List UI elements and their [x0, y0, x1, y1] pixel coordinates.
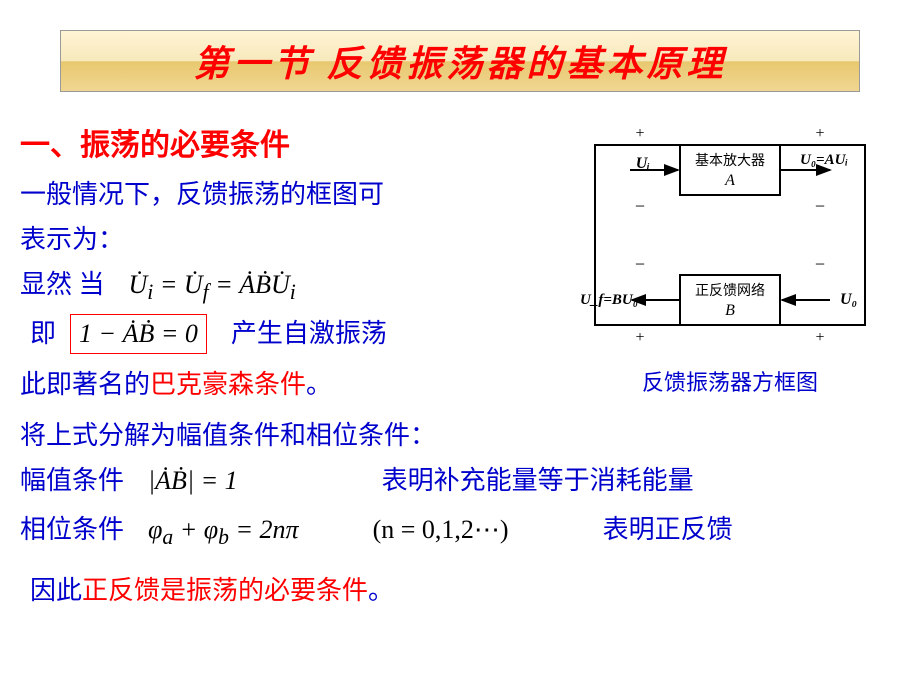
minus-br: −	[815, 254, 825, 274]
conclusion-suffix: 。	[368, 576, 394, 605]
equation-3: |ȦḂ| = 1	[148, 466, 238, 495]
slide-title: 第一节 反馈振荡器的基本原理	[193, 35, 726, 87]
eq-line-2: 即 1 − ȦḂ = 0 产生自激振荡	[20, 313, 540, 354]
phase-explain: 表明正反馈	[603, 515, 733, 544]
eq-line-1: 显然 当 U̇i = U̇f = ȦḂU̇i	[20, 264, 540, 305]
fb-label2: B	[725, 302, 735, 319]
para4-suffix: 。	[306, 370, 332, 399]
diagram-caption: 反馈振荡器方框图	[570, 365, 890, 397]
para1-line1: 一般情况下，反馈振荡的框图可	[20, 174, 540, 211]
heading: 一、振荡的必要条件	[20, 120, 540, 164]
minus-l: −	[635, 196, 645, 216]
plus-br: +	[815, 329, 824, 346]
para4-highlight: 巴克豪森条件	[150, 370, 306, 399]
plus-tl: +	[635, 125, 644, 142]
para4: 此即著名的巴克豪森条件。	[20, 364, 540, 401]
fb-label1: 正反馈网络	[695, 283, 765, 299]
para2-prefix: 显然 当	[20, 270, 105, 299]
para3-prefix: 即	[30, 319, 56, 348]
slide: 第一节 反馈振荡器的基本原理 一、振荡的必要条件 一般情况下，反馈振荡的框图可 …	[0, 0, 920, 690]
eq1-uf: U̇f	[184, 270, 209, 299]
amp-label1: 基本放大器	[695, 152, 765, 169]
plus-bl: +	[635, 329, 644, 346]
conclusion-prefix: 因此	[30, 576, 82, 605]
block-diagram: 基本放大器 A 正反馈网络 B + − + −	[570, 120, 890, 397]
amp-condition-line: 幅值条件 |ȦḂ| = 1 表明补充能量等于消耗能量	[20, 460, 900, 497]
minus-bl: −	[635, 254, 645, 274]
amp-label: 幅值条件	[20, 466, 124, 495]
ui-label: Uᵢ	[636, 155, 651, 172]
title-bar: 第一节 反馈振荡器的基本原理	[60, 30, 860, 92]
para3-suffix: 产生自激振荡	[231, 319, 387, 348]
para4-prefix: 此即著名的	[20, 370, 150, 399]
phase-condition-line: 相位条件 φa + φb = 2nπ (n = 0,1,2⋯) 表明正反馈	[20, 509, 900, 550]
eq1-ui: U̇i	[129, 270, 154, 299]
phase-label: 相位条件	[20, 515, 124, 544]
eq1-ab: ȦḂU̇i	[239, 270, 296, 299]
eq2-text: 1 − ȦḂ = 0	[79, 319, 198, 348]
equation-4-range: (n = 0,1,2⋯)	[373, 515, 509, 544]
conclusion-highlight: 正反馈是振荡的必要条件	[82, 576, 368, 605]
diagram-svg: 基本放大器 A 正反馈网络 B + − + −	[570, 120, 890, 350]
para5: 将上式分解为幅值条件和相位条件：	[20, 415, 900, 452]
left-column: 一、振荡的必要条件 一般情况下，反馈振荡的框图可 表示为： 显然 当 U̇i =…	[20, 120, 540, 401]
equation-4: φa + φb = 2nπ	[148, 515, 299, 544]
equation-2-box: 1 − ȦḂ = 0	[70, 314, 207, 354]
amp-label2: A	[724, 172, 735, 189]
u0-eq-label: U₀=AUᵢ	[800, 152, 848, 168]
amp-explain: 表明补充能量等于消耗能量	[382, 466, 694, 495]
u0-label: U₀	[840, 291, 857, 308]
plus-tr: +	[815, 125, 824, 142]
minus-r: −	[815, 196, 825, 216]
equation-1: U̇i = U̇f = ȦḂU̇i	[129, 270, 296, 299]
uf-label: U_f=BU₀	[580, 292, 638, 308]
conclusion: 因此正反馈是振荡的必要条件。	[30, 570, 900, 607]
eq1-eq2: =	[215, 270, 239, 299]
eq1-eq1: =	[160, 270, 184, 299]
para1-line2: 表示为：	[20, 219, 540, 256]
